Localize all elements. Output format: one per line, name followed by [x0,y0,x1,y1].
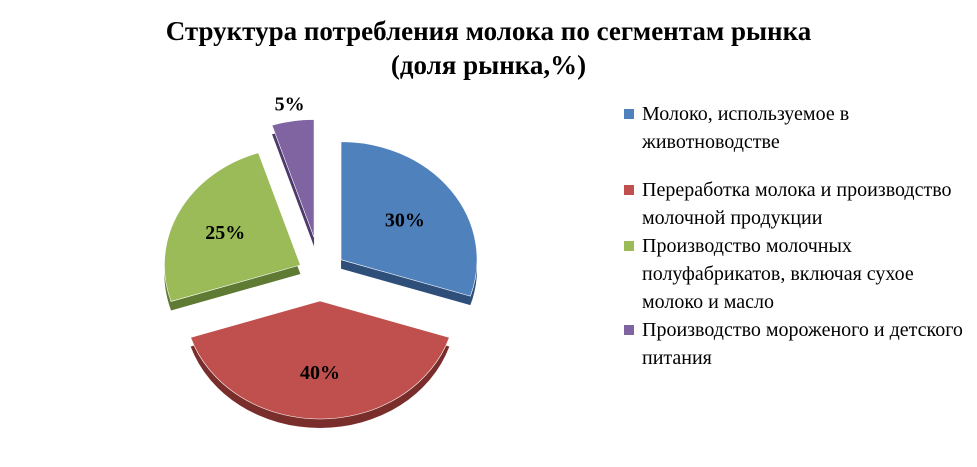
legend-item: Молоко, используемое в животноводстве [620,100,970,156]
pie-slice [340,141,478,297]
pie-data-label: 30% [385,209,425,231]
legend-swatch [624,325,634,335]
pie-data-label: 25% [205,222,245,244]
legend: Молоко, используемое в животноводстве Пе… [620,100,970,392]
legend-item: Производство молочных полуфабрикатов, вк… [620,232,970,316]
legend-item: Производство мороженого и детского питан… [620,316,970,372]
chart-title-line: Структура потребления молока по сегмента… [165,16,812,46]
pie-slice [271,119,315,238]
pie-slice [190,300,450,420]
chart-title: Структура потребления молока по сегмента… [0,14,977,82]
legend-item: Переработка молока и производство молочн… [620,176,970,232]
legend-label: Переработка молока и производство молочн… [642,179,952,229]
legend-label: Производство мороженого и детского питан… [642,319,963,369]
legend-label: Производство молочных полуфабрикатов, вк… [642,235,914,313]
legend-swatch [624,109,634,119]
pie-data-label: 40% [300,362,340,384]
legend-label: Молоко, используемое в животноводстве [642,103,850,153]
pie-slice [164,152,301,302]
legend-swatch [624,185,634,195]
legend-swatch [624,241,634,251]
chart-subtitle: (доля рынка,%) [390,50,587,80]
pie-data-label: 5% [275,93,305,115]
